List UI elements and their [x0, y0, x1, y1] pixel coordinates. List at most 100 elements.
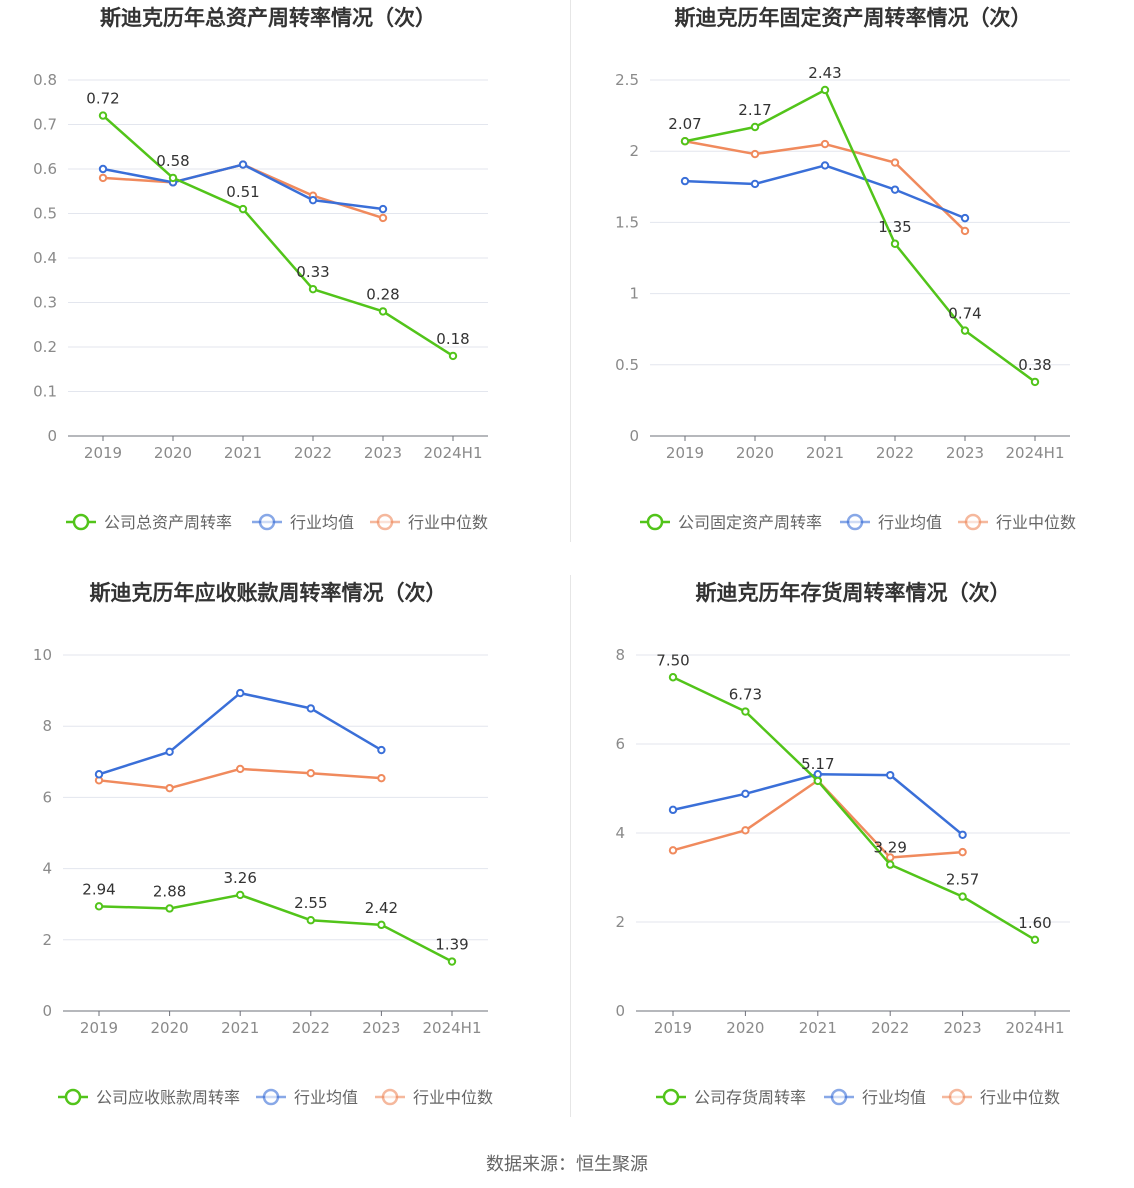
data-label: 0.72 [86, 90, 119, 108]
y-tick-label: 0 [42, 1002, 52, 1020]
x-tick-label: 2022 [292, 1019, 330, 1037]
chart-svg: 斯迪克历年存货周转率情况（次） 0 2 4 6 8 2019 2020 2021 2022 2023… [615, 581, 1070, 1107]
data-point-avg [741, 789, 750, 799]
legend-item-company[interactable]: 公司固定资产周转率 [640, 513, 822, 532]
legend-item-median[interactable]: 行业中位数 [370, 513, 488, 532]
y-tick-label: 6 [42, 788, 52, 806]
data-point-median [890, 158, 900, 167]
data-point-median [958, 847, 967, 857]
data-label: 0.18 [436, 330, 469, 348]
data-label: 1.35 [878, 218, 911, 236]
legend-swatch-marker [662, 1088, 680, 1106]
chart-receivables-turnover: 斯迪克历年应收账款周转率情况（次） 0 2 4 6 8 10 2019 2020 2021 2022… [0, 575, 570, 1135]
data-point-company [958, 892, 967, 901]
data-label: 2.94 [82, 880, 115, 898]
chart-inventory-turnover: 斯迪克历年存货周转率情况（次） 0 2 4 6 8 2019 2020 2021 2022 2023… [570, 575, 1134, 1135]
data-point-median [236, 764, 245, 774]
data-label: 3.29 [873, 839, 906, 857]
data-label: 3.26 [223, 869, 256, 887]
y-tick-label: 2 [629, 142, 639, 160]
data-point-avg [750, 179, 760, 189]
legend-label: 行业均值 [290, 513, 354, 532]
legend-swatch-marker [948, 1088, 966, 1106]
data-point-median [165, 783, 174, 793]
y-tick-label: 0 [629, 427, 639, 445]
legend-item-avg[interactable]: 行业均值 [256, 1088, 358, 1107]
legend-label: 行业中位数 [408, 513, 488, 532]
x-tick-label: 2019 [666, 444, 704, 462]
data-point-company [886, 860, 895, 869]
y-tick-label: 0.4 [33, 249, 57, 267]
data-point-avg [165, 747, 174, 757]
data-point-company [741, 707, 750, 716]
series-line-company [684, 88, 1036, 383]
y-tick-label: 0 [615, 1002, 625, 1020]
series-line-company [98, 893, 453, 963]
series-line-company [672, 676, 1036, 941]
data-point-company [813, 776, 823, 786]
legend-item-median[interactable]: 行业中位数 [942, 1088, 1060, 1107]
chart-svg: 斯迪克历年固定资产周转率情况（次） 0 0.5 1 1.5 2 2.5 2019 2020 202… [615, 6, 1076, 532]
legend-item-company[interactable]: 公司存货周转率 [656, 1088, 806, 1107]
series-line-median [684, 140, 966, 232]
x-tick-label: 2020 [154, 444, 192, 462]
data-label: 7.50 [656, 651, 689, 669]
data-label: 6.73 [729, 686, 762, 704]
x-tick-label: 2024H1 [1006, 444, 1065, 462]
data-point-avg [820, 161, 830, 170]
y-tick-label: 6 [615, 735, 625, 753]
data-point-avg [680, 176, 690, 186]
y-tick-label: 0.1 [33, 383, 57, 401]
legend-item-avg[interactable]: 行业均值 [252, 513, 354, 532]
data-point-avg [306, 704, 315, 713]
data-point-avg [960, 213, 970, 223]
legend-label: 公司应收账款周转率 [96, 1088, 240, 1107]
x-tick-label: 2021 [221, 1019, 259, 1037]
data-label: 0.38 [1018, 356, 1051, 374]
legend-item-median[interactable]: 行业中位数 [375, 1088, 493, 1107]
legend-swatch-marker [830, 1088, 848, 1106]
x-tick-label: 2021 [799, 1019, 837, 1037]
data-point-median [306, 768, 315, 778]
legend-item-avg[interactable]: 行业均值 [824, 1088, 926, 1107]
data-point-company [236, 890, 245, 900]
legend-swatch-marker [376, 513, 394, 531]
legend-swatch-marker [964, 513, 982, 531]
chart-title: 斯迪克历年总资产周转率情况（次） [100, 6, 436, 30]
data-point-avg [668, 805, 678, 815]
data-point-avg [236, 688, 245, 698]
legend-item-company[interactable]: 公司总资产周转率 [66, 513, 232, 532]
series-line-company [102, 114, 454, 357]
series-line-avg [684, 164, 966, 220]
y-tick-label: 2 [615, 913, 625, 931]
data-point-company [308, 284, 318, 294]
legend-swatch-marker [646, 513, 664, 531]
data-point-avg [890, 185, 900, 194]
data-label: 5.17 [801, 755, 834, 773]
data-label: 0.33 [296, 263, 329, 281]
y-tick-label: 8 [42, 717, 52, 735]
legend-swatch-marker [72, 513, 90, 531]
legend-item-avg[interactable]: 行业均值 [840, 513, 942, 532]
data-point-median [98, 173, 108, 183]
legend-swatch-marker [64, 1088, 82, 1106]
data-point-median [960, 226, 970, 236]
chart-title: 斯迪克历年应收账款周转率情况（次） [90, 581, 447, 605]
legend-label: 行业均值 [294, 1088, 358, 1107]
data-point-avg [238, 160, 248, 169]
data-point-median [668, 846, 678, 855]
data-label: 1.60 [1018, 914, 1051, 932]
y-tick-label: 0.6 [33, 160, 57, 178]
legend-label: 行业中位数 [413, 1088, 493, 1107]
legend-item-company[interactable]: 公司应收账款周转率 [58, 1088, 240, 1107]
legend-label: 公司存货周转率 [694, 1088, 806, 1107]
data-label: 2.57 [946, 871, 979, 889]
data-point-company [1030, 377, 1040, 387]
legend-swatch-marker [262, 1088, 280, 1106]
data-label: 0.74 [948, 305, 981, 323]
x-tick-label: 2020 [151, 1019, 189, 1037]
legend-label: 公司固定资产周转率 [678, 513, 822, 532]
data-label: 2.43 [808, 64, 841, 82]
legend-item-median[interactable]: 行业中位数 [958, 513, 1076, 532]
y-tick-label: 0 [47, 427, 57, 445]
